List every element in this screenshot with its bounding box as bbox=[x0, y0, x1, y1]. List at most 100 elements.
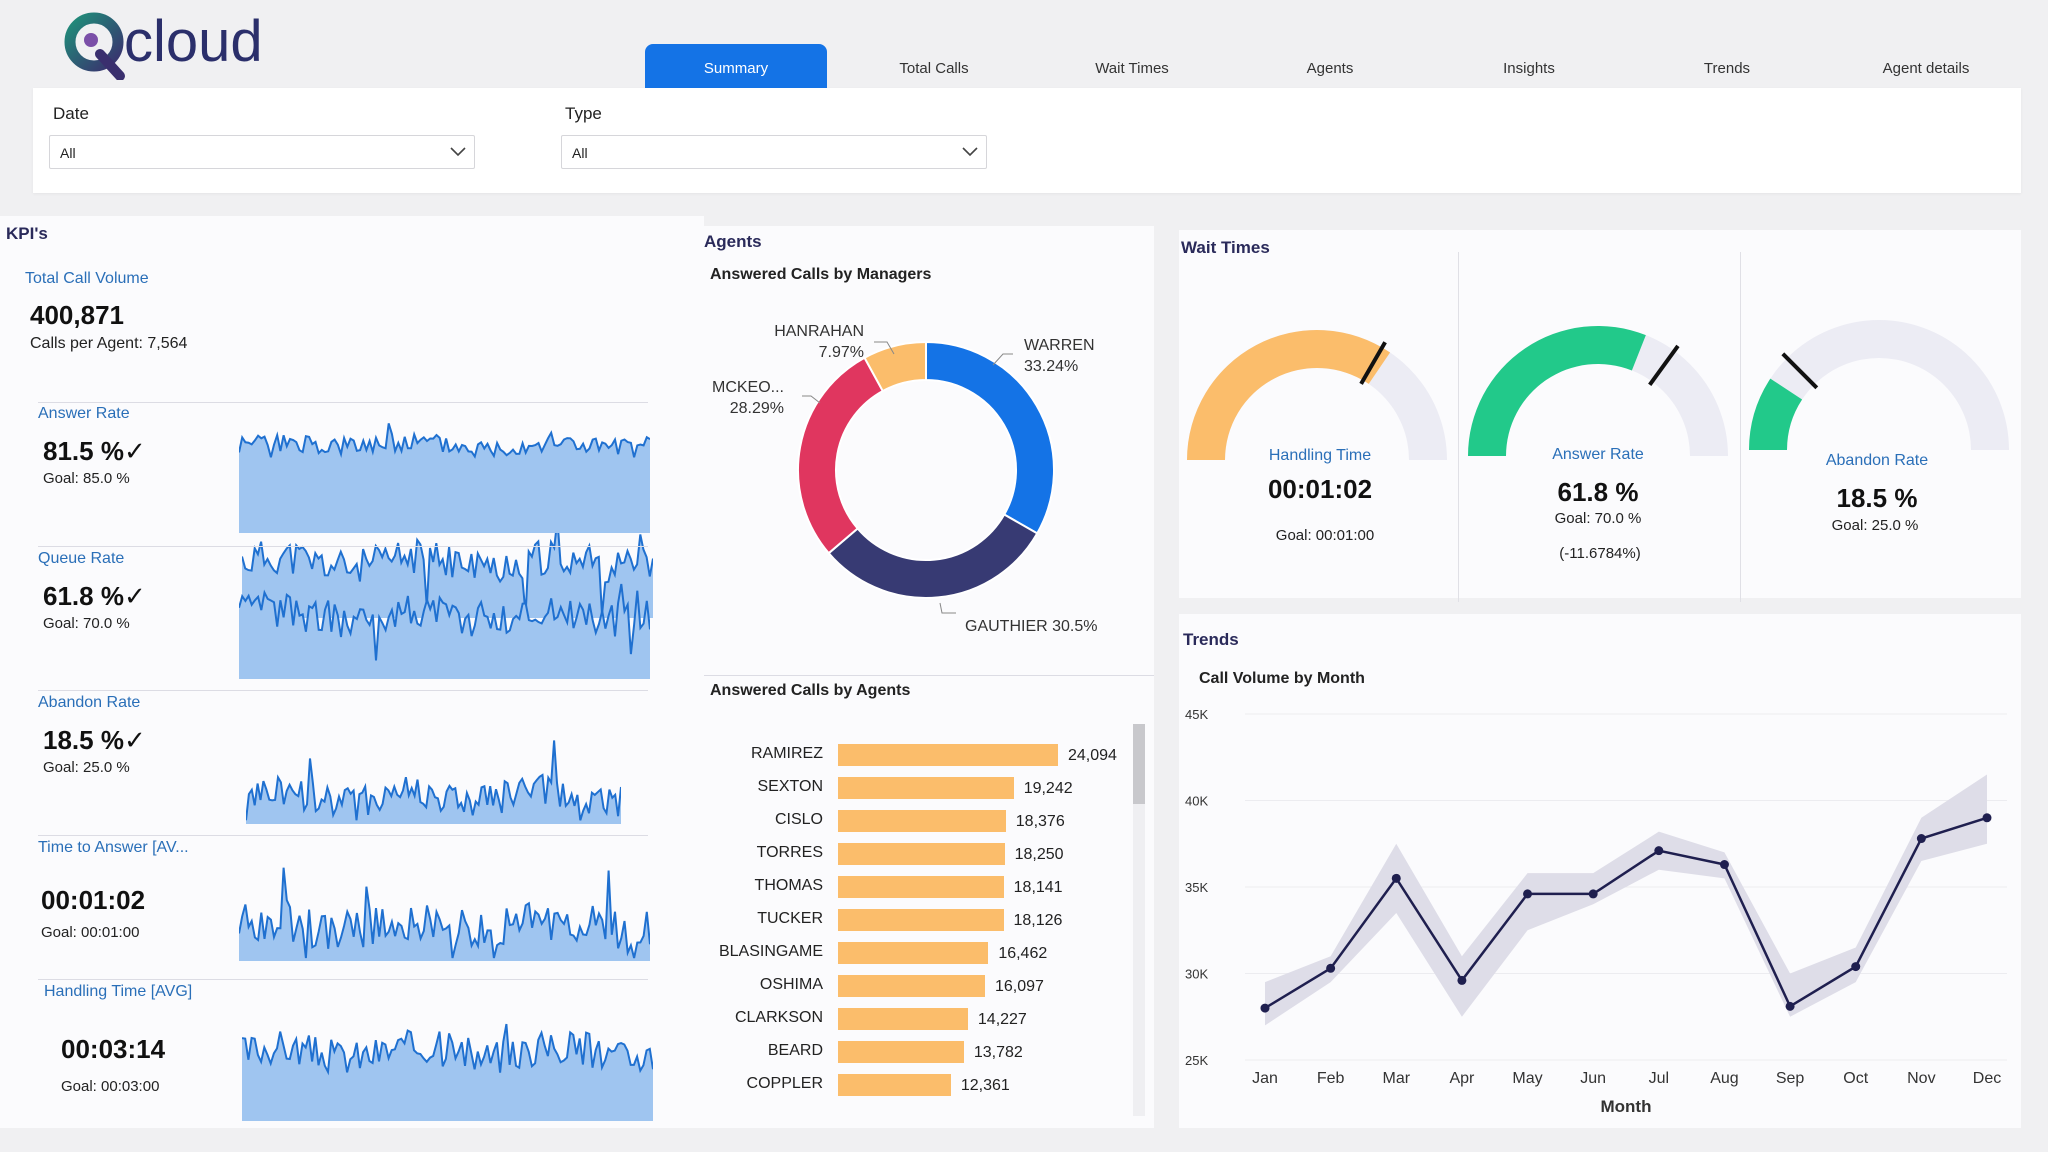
forecast-band bbox=[1265, 774, 1987, 1026]
agent-bar[interactable] bbox=[838, 1041, 964, 1063]
donut-label-mckeo: MCKEO... 28.29% bbox=[700, 377, 784, 419]
agent-bar-value: 14,227 bbox=[977, 1011, 1027, 1028]
tab-wait-times[interactable]: Wait Times bbox=[1095, 60, 1169, 77]
agent-bar-label: TORRES bbox=[756, 844, 823, 861]
data-point[interactable] bbox=[1851, 962, 1861, 972]
kpi-divider bbox=[38, 402, 648, 403]
agent-bar-value: 24,094 bbox=[1068, 747, 1117, 764]
filter-panel: Date All Type All bbox=[33, 88, 2021, 193]
donut-label-hanrahan: HANRAHAN 7.97% bbox=[772, 321, 864, 363]
data-point[interactable] bbox=[1719, 860, 1729, 870]
wait-times-panel: Wait Times bbox=[1179, 230, 2021, 602]
tab-total-calls[interactable]: Total Calls bbox=[899, 60, 969, 77]
wait-times-section-title: Wait Times bbox=[1181, 238, 1270, 257]
kpi-answer-rate-value: 81.5 %✓ bbox=[43, 436, 146, 466]
tab-trends[interactable]: Trends bbox=[1703, 60, 1751, 77]
gauge-answer-rate-label: Answer Rate bbox=[1552, 446, 1644, 463]
gauge-separator bbox=[1740, 252, 1741, 602]
donut-label-mckeo-pct: 28.29% bbox=[729, 400, 784, 417]
kpi-answer-rate-goal: Goal: 85.0 % bbox=[43, 470, 130, 487]
agent-bar-value: 18,126 bbox=[1013, 912, 1063, 929]
agent-bar[interactable] bbox=[838, 1008, 968, 1030]
agent-bar[interactable] bbox=[838, 777, 1014, 799]
y-tick-label: 35K bbox=[1185, 880, 1208, 895]
sparkline-line bbox=[239, 423, 650, 459]
x-tick-label: Nov bbox=[1907, 1070, 1935, 1087]
kpi-divider bbox=[38, 979, 648, 980]
agents-scrollbar-track[interactable] bbox=[1133, 724, 1145, 1116]
agent-bar[interactable] bbox=[838, 744, 1058, 766]
kpi-time-to-answer-goal: Goal: 00:01:00 bbox=[41, 924, 140, 941]
gauge-target-marker bbox=[1781, 352, 1819, 390]
date-dropdown[interactable]: All bbox=[49, 135, 475, 169]
kpi-divider bbox=[38, 835, 648, 836]
agent-bar-value: 18,250 bbox=[1014, 846, 1064, 863]
agent-bar-value: 19,242 bbox=[1023, 780, 1073, 797]
agent-bar-label: THOMAS bbox=[754, 877, 823, 894]
logo-mark bbox=[64, 10, 128, 81]
gauge-fill bbox=[1187, 330, 1391, 460]
data-point[interactable] bbox=[1982, 813, 1992, 823]
agent-bar[interactable] bbox=[838, 876, 1004, 898]
data-point[interactable] bbox=[1785, 1001, 1795, 1011]
data-point[interactable] bbox=[1654, 846, 1664, 856]
kpi-divider bbox=[38, 690, 648, 691]
sparkline-line bbox=[242, 518, 653, 615]
donut-slice-hanrahan[interactable] bbox=[863, 340, 927, 393]
data-point[interactable] bbox=[1260, 1003, 1270, 1013]
donut-label-warren: WARREN 33.24% bbox=[1024, 335, 1095, 377]
agent-bar[interactable] bbox=[838, 1074, 951, 1096]
answer-rate-gauge bbox=[1468, 326, 1728, 456]
agent-bar-label: COPPLER bbox=[746, 1075, 823, 1092]
data-point[interactable] bbox=[1916, 834, 1926, 844]
logo-text: cloud bbox=[124, 9, 263, 74]
x-tick-label: Apr bbox=[1449, 1070, 1475, 1087]
kpi-total-call-volume-name: Total Call Volume bbox=[25, 270, 149, 287]
agent-bar[interactable] bbox=[838, 975, 985, 997]
abandon-rate-gauge bbox=[1749, 320, 2009, 450]
sparkline-area bbox=[246, 740, 621, 824]
managers-donut-chart bbox=[797, 340, 1055, 599]
donut-label-warren-name: WARREN bbox=[1024, 337, 1095, 354]
gauge-answer-rate-value: 61.8 % bbox=[1557, 477, 1639, 507]
donut-slice-gauthier[interactable] bbox=[827, 513, 1039, 599]
agents-scrollbar-thumb[interactable] bbox=[1133, 724, 1145, 804]
x-tick-label: Feb bbox=[1317, 1070, 1345, 1087]
y-tick-label: 30K bbox=[1185, 967, 1208, 982]
agent-bar-label: BLASINGAME bbox=[718, 943, 823, 960]
agent-bar-label: TUCKER bbox=[757, 910, 823, 927]
abandon-rate-sparkline bbox=[246, 740, 621, 824]
donut-label-gauthier: GAUTHIER 30.5% bbox=[965, 618, 1098, 635]
handling-time-gauge bbox=[1187, 330, 1447, 460]
date-filter-label: Date bbox=[53, 104, 89, 123]
agent-bar[interactable] bbox=[838, 909, 1004, 931]
donut-slice-warren[interactable] bbox=[925, 340, 1055, 535]
y-tick-label: 45K bbox=[1185, 707, 1208, 722]
x-tick-label: Jul bbox=[1649, 1070, 1669, 1087]
agent-bar[interactable] bbox=[838, 810, 1006, 832]
time-to-answer-sparkline bbox=[239, 867, 650, 961]
gauge-handling-time-goal: Goal: 00:01:00 bbox=[1275, 527, 1375, 544]
data-point[interactable] bbox=[1588, 889, 1598, 899]
sparkline-area bbox=[239, 584, 650, 679]
data-point[interactable] bbox=[1391, 873, 1401, 883]
handling-time-sparkline bbox=[242, 1023, 653, 1121]
data-point[interactable] bbox=[1326, 963, 1336, 973]
x-tick-label: Dec bbox=[1973, 1070, 2001, 1087]
tab-agents[interactable]: Agents bbox=[1306, 60, 1354, 77]
donut-label-hanrahan-name: HANRAHAN bbox=[774, 323, 864, 340]
gauge-abandon-rate-value: 18.5 % bbox=[1836, 483, 1918, 513]
tab-summary[interactable]: Summary bbox=[645, 44, 827, 88]
kpi-abandon-rate-name: Abandon Rate bbox=[38, 694, 141, 711]
agent-bar[interactable] bbox=[838, 942, 989, 964]
type-dropdown[interactable]: All bbox=[561, 135, 987, 169]
x-axis-title: Month bbox=[1601, 1097, 1652, 1116]
tab-agent-details[interactable]: Agent details bbox=[1882, 60, 1970, 77]
chevron-down-icon bbox=[450, 147, 466, 157]
kpi-queue-rate-value: 61.8 %✓ bbox=[43, 581, 146, 611]
x-tick-label: May bbox=[1512, 1070, 1542, 1087]
data-point[interactable] bbox=[1457, 975, 1467, 985]
data-point[interactable] bbox=[1523, 889, 1533, 899]
tab-insights[interactable]: Insights bbox=[1503, 60, 1555, 77]
agent-bar[interactable] bbox=[838, 843, 1005, 865]
